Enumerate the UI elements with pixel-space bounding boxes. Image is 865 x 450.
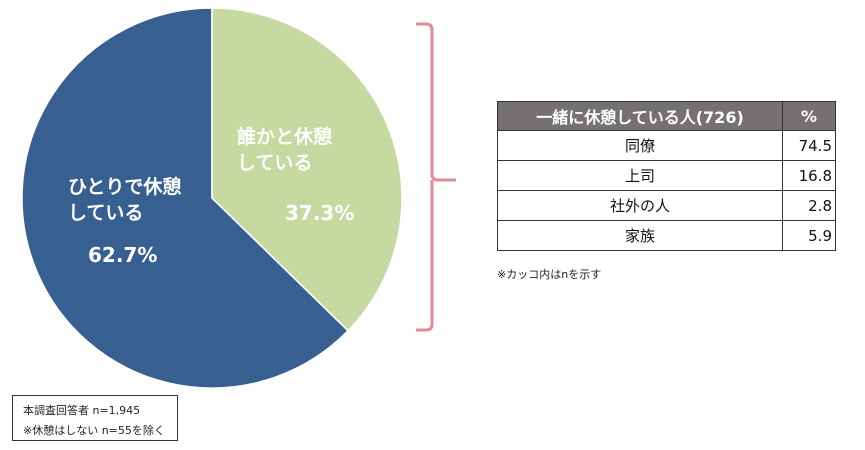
respondent-base-box: 本調査回答者 n=1,945 ※休憩はしない n=55を除く xyxy=(12,395,178,441)
table-header-percent: % xyxy=(782,101,836,131)
table-cell-value: 74.5 xyxy=(782,130,836,161)
slice-label-solo-line1: ひとりで休憩 xyxy=(68,175,181,198)
pie-slice-together xyxy=(211,7,403,332)
slice-value-together: 37.3% xyxy=(285,201,354,225)
table-header-category: 一緒に休憩している人(726) xyxy=(497,101,783,131)
table-cell-value: 16.8 xyxy=(782,160,836,191)
slice-label-together-line2: している xyxy=(237,152,312,174)
table-cell-category: 同僚 xyxy=(497,130,783,161)
respondent-base-line1: 本調査回答者 n=1,945 xyxy=(23,404,141,417)
table-cell-category: 家族 xyxy=(497,220,783,251)
breakdown-table: 一緒に休憩している人(726) % 同僚 74.5 上司 16.8 社外の人 2… xyxy=(497,101,836,251)
table-row: 家族 5.9 xyxy=(497,220,836,251)
table-cell-category: 上司 xyxy=(497,160,783,191)
slice-label-solo-line2: している xyxy=(68,202,143,224)
slice-value-solo: 62.7% xyxy=(88,243,157,267)
table-cell-category: 社外の人 xyxy=(497,190,783,221)
table-header-row: 一緒に休憩している人(726) % xyxy=(497,101,836,131)
table-cell-value: 2.8 xyxy=(782,190,836,221)
table-cell-value: 5.9 xyxy=(782,220,836,251)
table-row: 社外の人 2.8 xyxy=(497,190,836,221)
table-row: 同僚 74.5 xyxy=(497,130,836,161)
pie-slice-solo xyxy=(21,7,350,389)
table-row: 上司 16.8 xyxy=(497,160,836,191)
bracket-connector xyxy=(416,22,456,332)
respondent-base-line2: ※休憩はしない n=55を除く xyxy=(23,424,165,437)
slice-label-together-line1: 誰かと休憩 xyxy=(237,125,332,148)
table-footnote: ※カッコ内はnを示す xyxy=(497,268,602,281)
pie-chart: ひとりで休憩 している 62.7% 誰かと休憩 している 37.3% xyxy=(21,7,403,389)
